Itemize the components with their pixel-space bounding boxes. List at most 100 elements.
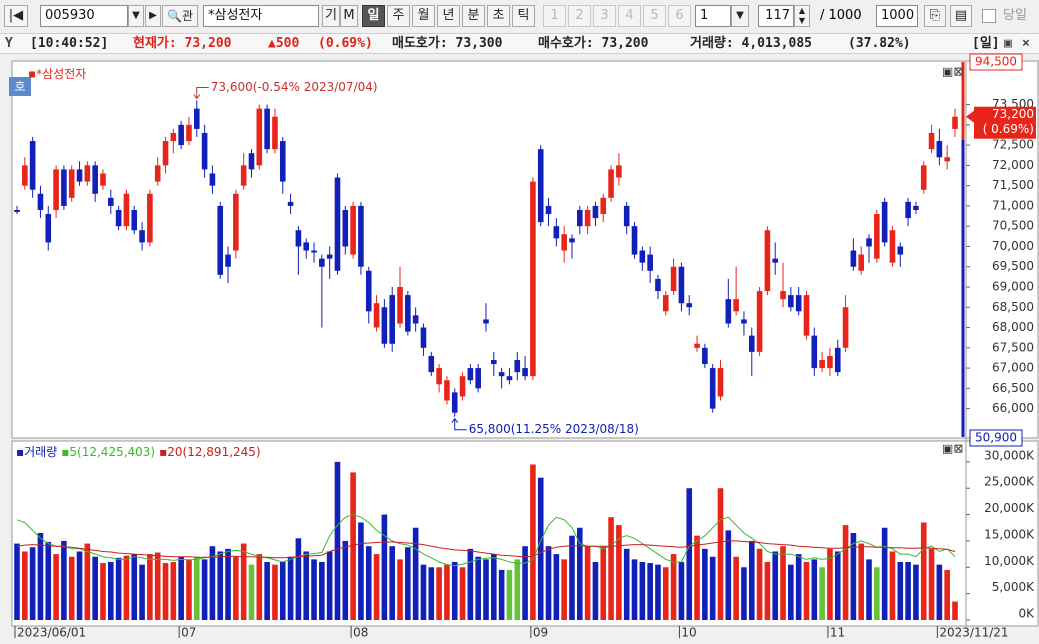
volume-bar <box>412 527 419 620</box>
number-button[interactable]: 3 <box>593 5 616 27</box>
candle-body <box>913 205 919 210</box>
volume-bar <box>577 527 583 620</box>
period-button[interactable]: 초 <box>487 5 510 27</box>
volume-bar <box>303 551 310 620</box>
candle-body <box>350 205 356 255</box>
period-button[interactable]: 년 <box>437 5 460 27</box>
next-button[interactable]: ▶ <box>145 5 161 27</box>
candle-body <box>389 295 395 344</box>
candle-body <box>61 169 67 206</box>
candle-body <box>319 258 325 267</box>
number-button[interactable]: 4 <box>618 5 641 27</box>
period-button[interactable]: 분 <box>462 5 485 27</box>
total-input[interactable]: 1000 <box>876 5 918 27</box>
y-tick-label: 70,000 <box>992 239 1034 253</box>
volume-bar <box>334 461 341 620</box>
candle-body <box>584 209 591 227</box>
number-button[interactable]: 6 <box>668 5 691 27</box>
candle-body <box>467 368 474 381</box>
code-dropdown[interactable]: ▼ <box>128 5 144 27</box>
period-indicator[interactable]: [일] <box>972 36 1000 51</box>
volume-bar <box>944 569 950 620</box>
code-input[interactable]: 005930 <box>40 5 128 27</box>
tool-button[interactable]: ⎘ <box>924 5 946 27</box>
search-button[interactable]: 🔍관 <box>162 5 198 27</box>
annotation: 73,600(-0.54% 2023/07/04) <box>211 80 378 94</box>
volume-bar <box>131 554 138 620</box>
volume-bar <box>592 562 599 620</box>
restore-icon[interactable]: ▣ <box>1004 36 1012 51</box>
first-button[interactable]: |◀ <box>4 5 28 27</box>
volume-bar <box>233 556 239 620</box>
candle-body <box>405 295 411 332</box>
volume-bar <box>256 554 263 620</box>
panel-buttons[interactable]: ▣⊠ <box>942 65 963 79</box>
volume-bar <box>569 535 575 620</box>
count-input[interactable]: 117 <box>758 5 794 27</box>
candle-body <box>37 193 44 210</box>
volume-bar <box>498 569 505 620</box>
volume-bar <box>600 546 607 620</box>
panel-buttons[interactable]: ▣⊠ <box>942 442 963 456</box>
legend: ▪거래량 ▪5(12,425,403) ▪20(12,891,245) <box>16 445 261 459</box>
today-checkbox[interactable] <box>982 9 996 23</box>
y-tick-label: 68,000 <box>992 320 1034 334</box>
candle-body <box>397 287 403 324</box>
candle-body <box>365 270 372 312</box>
x-tick-label: 2023/06/01 <box>17 626 86 640</box>
candle-body <box>233 193 239 251</box>
y-tick-label: 71,500 <box>992 178 1034 192</box>
volume-bar <box>850 533 857 620</box>
candle-body <box>14 209 20 212</box>
badge-text: 호 <box>14 80 25 94</box>
volume-bar <box>37 533 44 620</box>
volume-bar <box>61 540 67 620</box>
volume-bar <box>45 541 52 620</box>
gi-button[interactable]: 기 <box>322 5 340 27</box>
volume-bar <box>358 522 364 620</box>
annotation: 65,800(11.25% 2023/08/18) <box>469 422 639 436</box>
volume-bar <box>193 556 200 620</box>
candle-body <box>295 230 302 247</box>
period-button[interactable]: 월 <box>412 5 435 27</box>
number-button[interactable]: 1 <box>543 5 566 27</box>
unit-dropdown[interactable]: ▼ <box>731 5 749 27</box>
period-button[interactable]: 틱 <box>512 5 535 27</box>
candle-body <box>616 165 622 178</box>
candle-body <box>29 141 36 190</box>
number-button[interactable]: 5 <box>643 5 666 27</box>
period-button[interactable]: 일 <box>362 5 385 27</box>
y-tick-label: 72,000 <box>992 158 1034 172</box>
candle-body <box>811 335 818 369</box>
volume-bar <box>561 559 567 620</box>
candle-body <box>100 173 106 186</box>
y-tick-label: 67,000 <box>992 361 1034 375</box>
y-tick-label: 0K <box>1018 607 1035 621</box>
number-button[interactable]: 2 <box>568 5 591 27</box>
ma-line <box>16 540 956 559</box>
period-button[interactable]: 주 <box>387 5 410 27</box>
volume-bar <box>68 556 75 620</box>
pin-icon: Y <box>5 36 13 51</box>
candle-body <box>420 327 427 348</box>
name-input[interactable]: *삼성전자 <box>203 5 319 27</box>
ask: 매도호가: 73,300 <box>392 36 503 51</box>
chart-title: ▪*삼성전자 <box>28 67 86 81</box>
save-button[interactable]: ▤ <box>950 5 972 27</box>
total-slash: / 1000 <box>820 8 862 23</box>
volume-bar <box>248 564 255 620</box>
candle-body <box>725 299 732 324</box>
volume-bar <box>874 567 880 620</box>
close-icon[interactable]: × <box>1022 36 1030 51</box>
unit-input[interactable]: 1 <box>695 5 731 27</box>
volume-bar <box>405 547 411 620</box>
volume-bar <box>639 562 646 620</box>
upper-limit-box <box>969 53 1023 71</box>
m-button[interactable]: M <box>340 5 358 27</box>
candle-body <box>264 108 270 150</box>
candle-body <box>92 165 98 194</box>
count-spinner[interactable]: ▲ ▼ <box>794 5 810 27</box>
annotation-arrow <box>451 417 467 431</box>
volume-bar <box>14 543 20 620</box>
volume-bar <box>389 546 395 620</box>
